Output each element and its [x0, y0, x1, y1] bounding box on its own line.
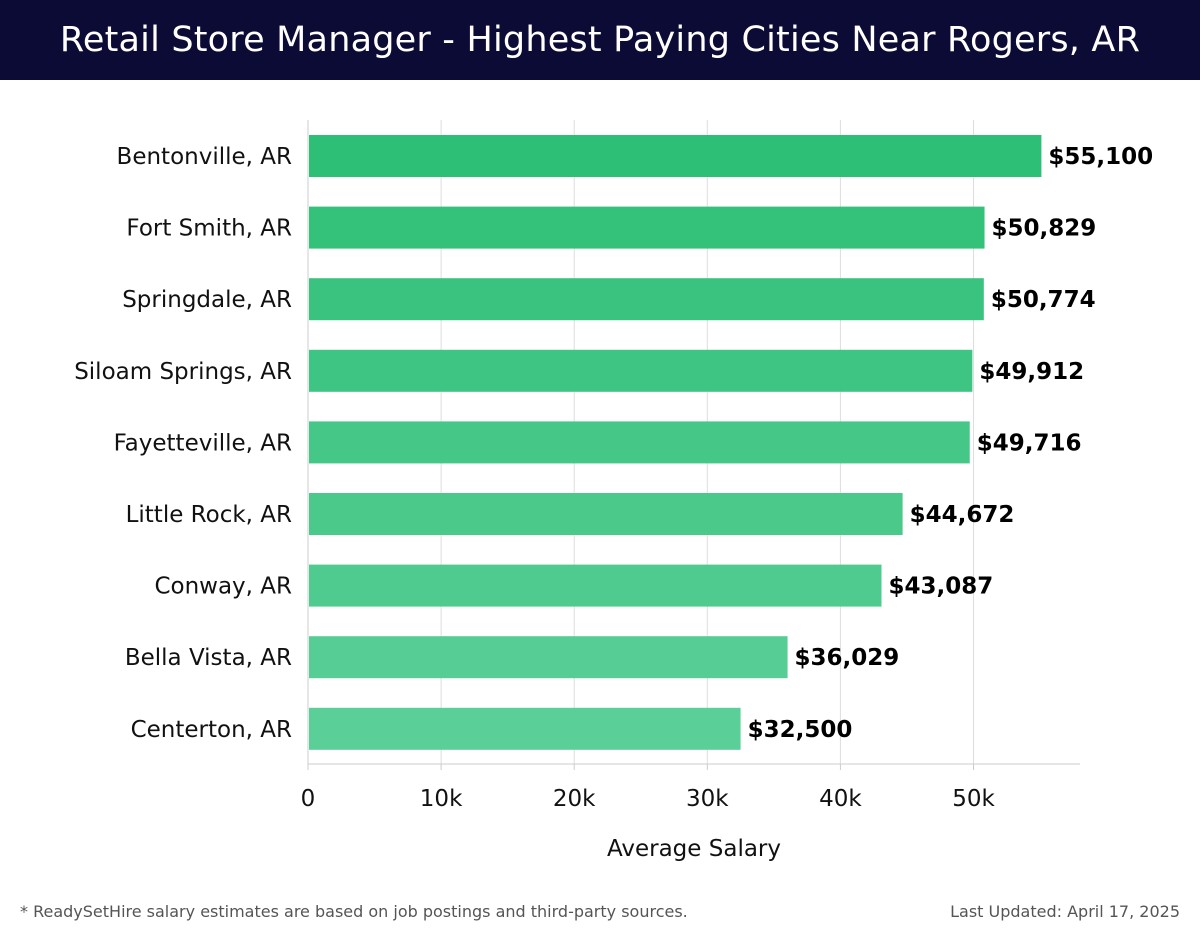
category-label: Bella Vista, AR	[125, 645, 292, 671]
x-tick-label: 10k	[420, 786, 463, 812]
bar	[309, 135, 1042, 177]
data-label: $55,100	[1048, 144, 1153, 170]
category-label: Bentonville, AR	[117, 144, 292, 170]
x-tick-label: 20k	[553, 786, 596, 812]
bar	[309, 636, 788, 679]
x-tick-label: 50k	[952, 786, 995, 812]
bar	[309, 206, 985, 249]
last-updated: Last Updated: April 17, 2025	[950, 902, 1180, 921]
x-tick-label: 30k	[686, 786, 729, 812]
category-label: Siloam Springs, AR	[74, 359, 292, 385]
footer-note: * ReadySetHire salary estimates are base…	[20, 902, 688, 921]
bar	[309, 278, 984, 321]
data-label: $43,087	[889, 574, 994, 600]
category-label: Springdale, AR	[122, 287, 292, 313]
data-label: $32,500	[748, 717, 853, 743]
chart-title: Retail Store Manager - Highest Paying Ci…	[59, 20, 1141, 60]
data-label: $49,912	[979, 359, 1084, 385]
data-label: $49,716	[977, 430, 1082, 456]
data-label: $36,029	[795, 645, 900, 671]
data-label: $44,672	[910, 502, 1015, 528]
bar	[309, 493, 903, 535]
x-axis-label: Average Salary	[607, 836, 781, 862]
category-label: Little Rock, AR	[126, 502, 292, 528]
chart-header: Retail Store Manager - Highest Paying Ci…	[0, 0, 1200, 80]
category-label: Fort Smith, AR	[126, 216, 292, 242]
bar	[309, 349, 973, 392]
bar	[309, 564, 882, 607]
category-label: Centerton, AR	[131, 717, 292, 743]
data-label: $50,829	[992, 216, 1097, 242]
category-label: Conway, AR	[154, 574, 292, 600]
x-tick-label: 40k	[819, 786, 862, 812]
x-tick-label: 0	[301, 786, 316, 812]
bar	[309, 707, 741, 750]
bar	[309, 421, 970, 464]
data-label: $50,774	[991, 287, 1096, 313]
category-label: Fayetteville, AR	[114, 430, 292, 456]
